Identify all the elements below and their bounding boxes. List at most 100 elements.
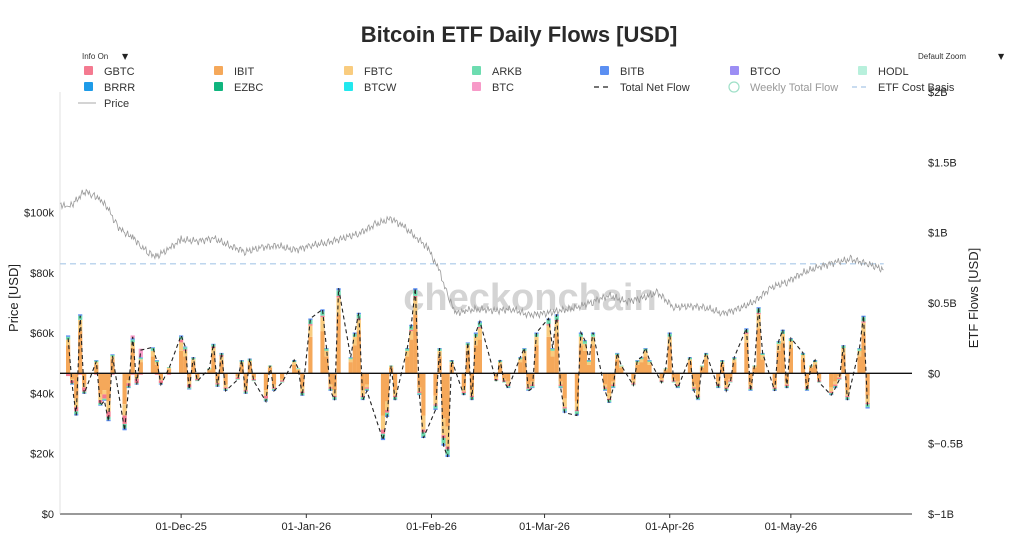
legend-item-price[interactable]: Price [78, 98, 129, 110]
flow-bar-bitb [716, 387, 721, 389]
legend-item-ibit[interactable]: IBIT [214, 66, 254, 78]
flow-bar-ibit [502, 373, 507, 379]
y-right-tick-label: $1B [928, 228, 948, 240]
flow-bar-ibit [477, 339, 482, 374]
flow-bar-fbtc [498, 362, 503, 365]
flow-bar-fbtc [441, 418, 446, 436]
legend-item-fbtc[interactable]: FBTC [344, 66, 393, 78]
zoom-select[interactable]: Default Zoom ▼ [918, 52, 1005, 61]
flow-bar-arkb [130, 339, 135, 343]
flow-bar-bitb [98, 405, 103, 406]
legend-item-etf-cost-basis[interactable]: ETF Cost Basis [852, 82, 955, 94]
flow-bar-arkb [530, 386, 535, 388]
flow-bar-bitb [138, 357, 143, 358]
flow-bar-fbtc [861, 322, 866, 334]
flow-bar-ibit [308, 336, 313, 374]
flow-bar-ibit [348, 362, 353, 374]
flow-bar-bitb [603, 390, 608, 391]
flow-bar-bitb [94, 360, 99, 361]
flow-bar-gbtc [385, 409, 390, 413]
flow-bar-fbtc [296, 369, 301, 371]
price-line [59, 188, 884, 320]
flow-bar-bitb [66, 335, 71, 337]
flow-bar-arkb [611, 386, 616, 388]
flow-bar-bitb [530, 387, 535, 389]
flow-bar-gbtc [82, 387, 87, 392]
flow-bar-ibit [417, 373, 422, 388]
flow-bar-ibit [607, 373, 612, 393]
flow-bar-ibit [671, 373, 676, 379]
flow-bar-gbtc [675, 384, 680, 386]
legend-item-arkb[interactable]: ARKB [472, 66, 522, 78]
flow-bar-arkb [603, 388, 608, 391]
legend-item-gbtc[interactable]: GBTC [84, 66, 135, 78]
flow-bar-ibit [760, 359, 765, 374]
flow-bar-ibit [356, 331, 361, 374]
flow-bar-ibit [98, 373, 103, 395]
flow-bar-fbtc [550, 350, 555, 357]
flow-bar-ibit [360, 373, 365, 391]
legend-item-total-net-flow[interactable]: Total Net Flow [594, 82, 690, 94]
flow-bar-ibit [663, 370, 668, 374]
flow-bar-arkb [639, 357, 644, 360]
flow-bar-fbtc [385, 401, 390, 410]
flow-bar-fbtc [619, 366, 624, 368]
flow-bar-fbtc [106, 401, 111, 412]
flow-bar-gbtc [417, 391, 422, 393]
flow-bar-bitb [473, 332, 478, 334]
legend-item-btcw[interactable]: BTCW [344, 82, 397, 94]
flow-bar-fbtc [102, 390, 107, 395]
price-layer [59, 188, 884, 320]
legend-item-ezbc[interactable]: EZBC [214, 82, 263, 94]
flow-bar-ibit [251, 373, 256, 378]
legend-item-brrr[interactable]: BRRR [84, 82, 135, 94]
legend-item-hodl[interactable]: HODL [858, 66, 909, 78]
flow-bar-ibit [716, 373, 721, 382]
flow-bar-fbtc [292, 362, 297, 365]
flow-bar-fbtc [695, 390, 701, 396]
flow-bar-gbtc [320, 315, 325, 318]
flow-bar-ibit [800, 359, 806, 374]
flow-bar-gbtc [477, 326, 482, 329]
flow-bar-gbtc [308, 324, 313, 326]
flow-bar-fbtc [300, 387, 305, 392]
flow-bar-fbtc [603, 384, 608, 388]
legend-item-bitb[interactable]: BITB [600, 66, 644, 78]
flow-bar-ibit [413, 314, 418, 374]
flow-bar-ibit [267, 367, 273, 374]
legend-item-btc[interactable]: BTC [472, 82, 514, 94]
flow-bar-fbtc [607, 393, 612, 399]
flow-bar-ibit [647, 364, 652, 374]
flow-bar-bitb [465, 342, 470, 344]
info-toggle[interactable]: Info On ▼ [82, 52, 129, 61]
legend-item-btco[interactable]: BTCO [730, 66, 781, 78]
flow-bar-bitb [611, 387, 616, 389]
flow-bar-ibit [619, 367, 624, 374]
y-left-tick-label: $20k [30, 449, 54, 461]
flow-bar-bitb [675, 387, 680, 389]
flow-bar-bitb [183, 346, 188, 348]
flow-bar-ibit [409, 339, 414, 374]
flow-bar-ibit [473, 345, 478, 374]
flow-bar-bitb [187, 388, 192, 390]
flow-bar-bitb [106, 419, 111, 422]
flow-bar-fbtc [74, 398, 79, 408]
flow-bar-ibit [530, 373, 535, 382]
flow-bar-btc [138, 348, 143, 358]
legend-label: FBTC [364, 66, 393, 78]
x-tick-label: 01-Apr-26 [645, 521, 694, 533]
legend-label: ARKB [492, 66, 522, 78]
legend-item-weekly-total-flow[interactable]: Weekly Total Flow [728, 81, 838, 94]
flow-bar-ibit [393, 373, 398, 391]
flow-bar-fbtc [704, 355, 709, 360]
flow-bar-fbtc [518, 359, 523, 363]
flow-bar-arkb [445, 449, 450, 455]
flow-bar-ibit [744, 342, 749, 374]
flow-bar-gbtc [263, 395, 268, 399]
flow-bar-arkb [251, 380, 256, 382]
flow-bar-arkb [586, 360, 592, 363]
flow-bar-gbtc [364, 387, 369, 389]
legend-label: BTCO [750, 66, 781, 78]
flow-bar-fbtc [409, 331, 414, 340]
